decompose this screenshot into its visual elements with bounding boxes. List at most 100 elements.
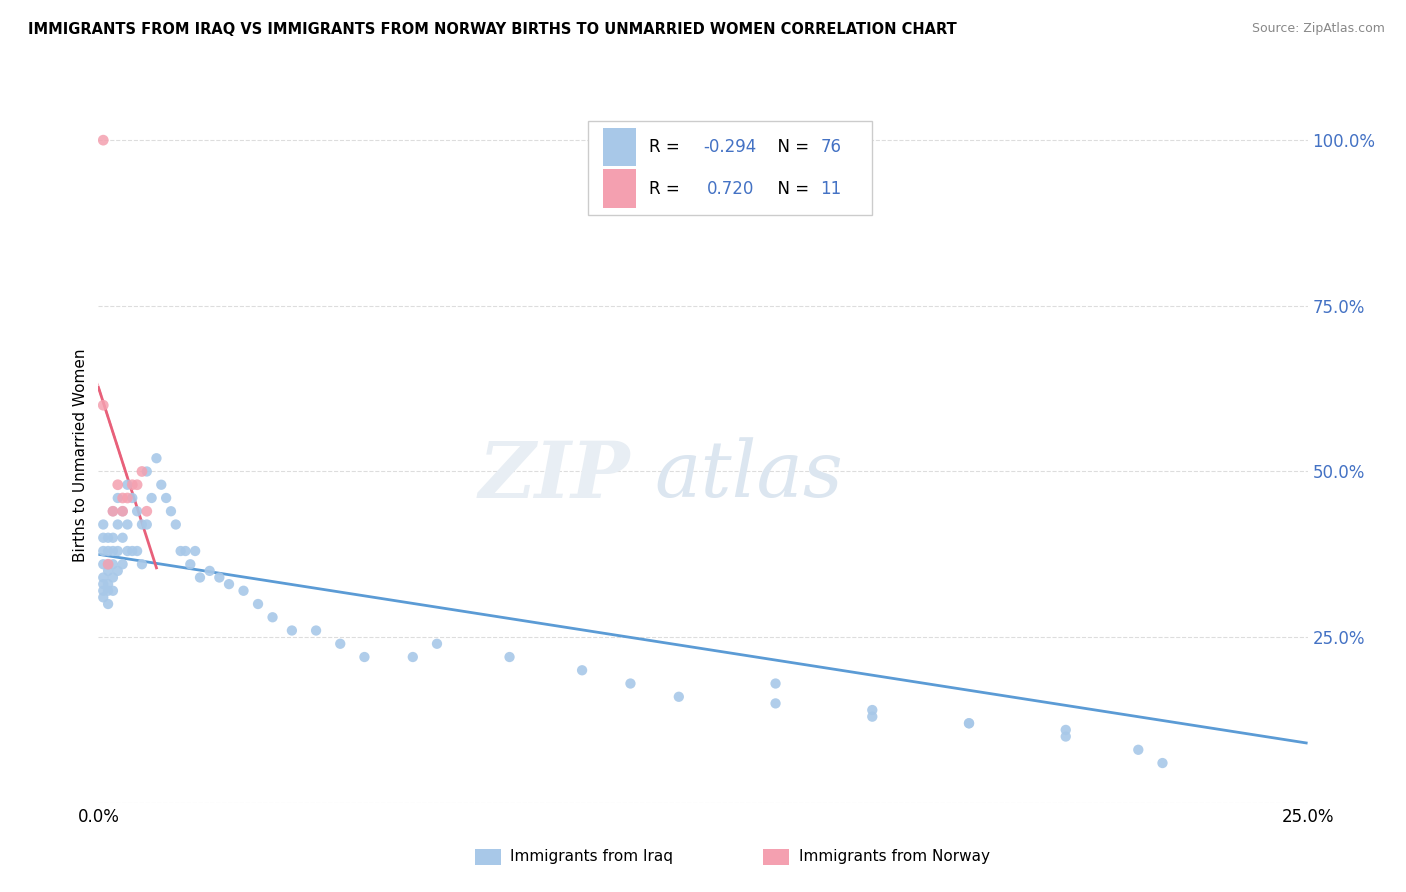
Point <box>188 570 211 584</box>
Point <box>91 577 114 591</box>
Point <box>145 451 167 466</box>
Y-axis label: Births to Unmarried Women: Births to Unmarried Women <box>73 348 89 562</box>
Point <box>111 531 134 545</box>
Point <box>281 624 304 638</box>
FancyBboxPatch shape <box>603 169 637 208</box>
Point <box>198 564 221 578</box>
Point <box>262 610 284 624</box>
FancyBboxPatch shape <box>588 121 872 215</box>
Point <box>184 544 207 558</box>
Point <box>91 531 114 545</box>
Text: N =: N = <box>768 179 814 198</box>
Point <box>1054 730 1077 744</box>
Point <box>135 504 157 518</box>
Point <box>135 517 157 532</box>
Point <box>97 558 120 572</box>
Point <box>101 504 124 518</box>
Point <box>91 517 114 532</box>
Text: Source: ZipAtlas.com: Source: ZipAtlas.com <box>1251 22 1385 36</box>
Point <box>169 544 191 558</box>
Text: ZIP: ZIP <box>479 438 630 514</box>
Text: 76: 76 <box>820 138 841 156</box>
Point <box>91 558 114 572</box>
Text: atlas: atlas <box>655 438 844 514</box>
Point <box>1152 756 1174 770</box>
Point <box>97 544 120 558</box>
FancyBboxPatch shape <box>603 128 637 167</box>
Point <box>135 465 157 479</box>
Point <box>174 544 197 558</box>
Point <box>101 504 124 518</box>
Point <box>329 637 352 651</box>
Point <box>353 650 375 665</box>
Point <box>765 697 787 711</box>
Text: IMMIGRANTS FROM IRAQ VS IMMIGRANTS FROM NORWAY BIRTHS TO UNMARRIED WOMEN CORRELA: IMMIGRANTS FROM IRAQ VS IMMIGRANTS FROM … <box>28 22 957 37</box>
Point <box>97 583 120 598</box>
Point <box>111 558 134 572</box>
Point <box>155 491 177 505</box>
Text: R =: R = <box>648 138 685 156</box>
Point <box>91 570 114 584</box>
Point <box>765 676 787 690</box>
Point <box>131 465 153 479</box>
Text: Immigrants from Iraq: Immigrants from Iraq <box>510 849 673 863</box>
Point <box>97 564 120 578</box>
Point <box>117 491 139 505</box>
Point <box>1054 723 1077 737</box>
Point <box>402 650 425 665</box>
Point <box>91 544 114 558</box>
Point <box>131 517 153 532</box>
Point <box>107 564 129 578</box>
Point <box>957 716 980 731</box>
Point <box>957 716 980 731</box>
Point <box>141 491 163 505</box>
Point <box>91 398 114 412</box>
Point <box>107 544 129 558</box>
Point <box>218 577 240 591</box>
Text: N =: N = <box>768 138 814 156</box>
Point <box>111 504 134 518</box>
Text: 11: 11 <box>820 179 842 198</box>
Point <box>121 544 143 558</box>
Point <box>101 583 124 598</box>
Text: -0.294: -0.294 <box>703 138 756 156</box>
Point <box>117 477 139 491</box>
Point <box>860 709 883 723</box>
Point <box>91 591 114 605</box>
Point <box>101 531 124 545</box>
Point <box>91 583 114 598</box>
Point <box>179 558 201 572</box>
Point <box>498 650 520 665</box>
Text: Immigrants from Norway: Immigrants from Norway <box>799 849 990 863</box>
Point <box>165 517 187 532</box>
Point <box>127 544 149 558</box>
Text: R =: R = <box>648 179 685 198</box>
Point <box>131 558 153 572</box>
Point <box>91 133 114 147</box>
Point <box>305 624 328 638</box>
Point <box>101 558 124 572</box>
Point <box>97 558 120 572</box>
Point <box>101 570 124 584</box>
Point <box>107 477 129 491</box>
Point <box>97 531 120 545</box>
Point <box>426 637 449 651</box>
Point <box>117 544 139 558</box>
Point <box>107 517 129 532</box>
Point <box>111 504 134 518</box>
Point <box>571 663 593 677</box>
Point <box>860 703 883 717</box>
Point <box>619 676 641 690</box>
Point <box>97 597 120 611</box>
Point <box>150 477 173 491</box>
Point <box>117 517 139 532</box>
Point <box>107 491 129 505</box>
Point <box>247 597 270 611</box>
Point <box>668 690 690 704</box>
Point <box>121 477 143 491</box>
Point <box>232 583 254 598</box>
Point <box>127 504 149 518</box>
Point <box>127 477 149 491</box>
Text: 0.720: 0.720 <box>707 179 754 198</box>
Point <box>97 577 120 591</box>
